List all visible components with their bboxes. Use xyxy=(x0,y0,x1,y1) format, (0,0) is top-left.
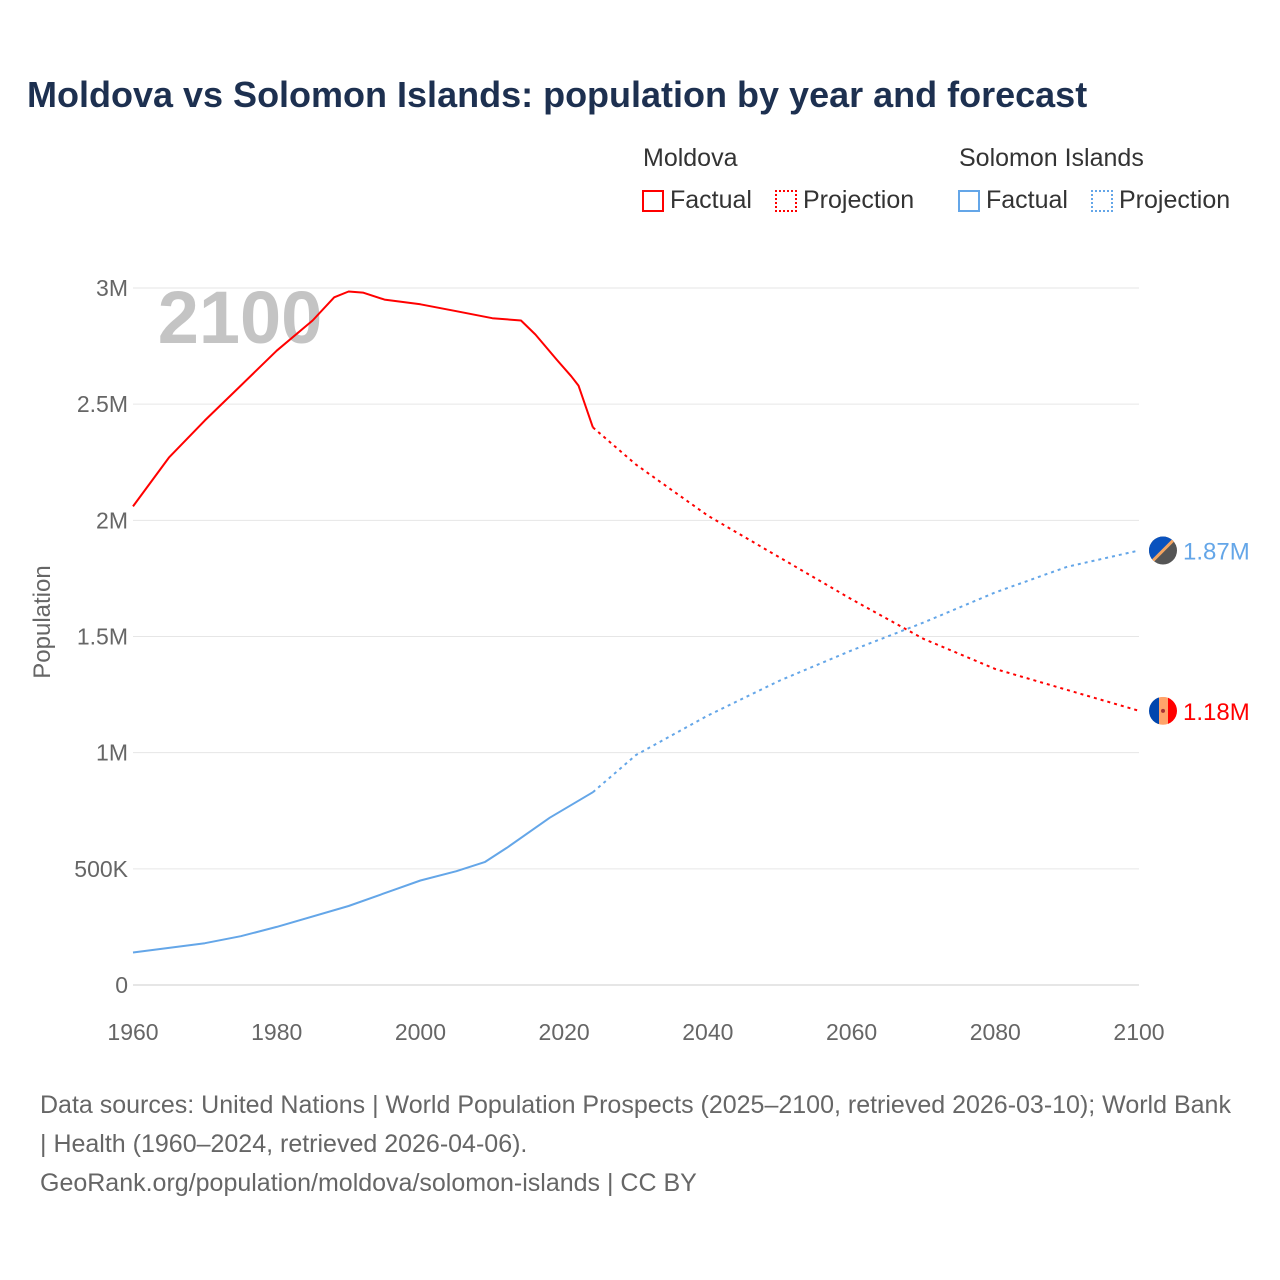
y-tick-label: 2M xyxy=(96,507,128,533)
moldova-factual-line xyxy=(132,290,594,507)
source-link[interactable]: GeoRank.org/population/moldova/solomon-i… xyxy=(40,1169,697,1197)
y-axis-label: Population xyxy=(29,565,56,678)
y-tick-label: 3M xyxy=(96,275,128,301)
moldova-end-label: 1.18M xyxy=(1183,699,1250,726)
moldova-projection-line xyxy=(592,426,1140,712)
legend-label: Factual xyxy=(986,186,1068,214)
solomon-flag-icon xyxy=(1149,536,1177,565)
y-tick-label: 1.5M xyxy=(77,624,128,650)
legend-label: Factual xyxy=(670,186,752,214)
solomon-projection-line xyxy=(592,549,1140,793)
legend-solomon-factual[interactable]: Factual xyxy=(958,186,1068,215)
footer: Data sources: United Nations | World Pop… xyxy=(40,1086,1240,1203)
x-tick-label: 2060 xyxy=(826,1019,877,1045)
plot-area: 2100 0 500K 1M 1.5M 2M 2.5M 3M 1960 1980 2000 2020… xyxy=(29,275,1250,1045)
x-tick-label: 1980 xyxy=(251,1019,302,1045)
x-tick-label: 1960 xyxy=(107,1019,158,1045)
chart-title: Moldova vs Solomon Islands: population b… xyxy=(27,74,1088,115)
legend-label: Projection xyxy=(1119,186,1231,214)
legend-moldova-factual[interactable]: Factual xyxy=(642,186,752,215)
legend-group-moldova: Moldova xyxy=(643,144,738,172)
x-tick-label: 2080 xyxy=(970,1019,1021,1045)
y-tick-label: 500K xyxy=(74,856,128,882)
x-tick-label: 2020 xyxy=(539,1019,590,1045)
legend-swatch xyxy=(1091,190,1113,212)
legend-label: Projection xyxy=(803,186,915,214)
year-watermark: 2100 xyxy=(158,276,323,359)
solomon-factual-line xyxy=(132,791,594,954)
y-tick-label: 2.5M xyxy=(77,391,128,417)
legend-swatch xyxy=(642,190,664,212)
data-sources: Data sources: United Nations | World Pop… xyxy=(40,1091,1231,1158)
y-tick-label: 1M xyxy=(96,740,128,766)
solomon-end-label: 1.87M xyxy=(1183,539,1250,566)
legend-moldova-projection[interactable]: Projection xyxy=(775,186,914,215)
legend-swatch xyxy=(958,190,980,212)
legend-group-solomon: Solomon Islands xyxy=(959,144,1144,172)
x-tick-label: 2040 xyxy=(682,1019,733,1045)
x-tick-label: 2000 xyxy=(395,1019,446,1045)
legend-solomon-projection[interactable]: Projection xyxy=(1091,186,1230,215)
legend-swatch xyxy=(775,190,797,212)
moldova-flag-icon xyxy=(1149,696,1177,725)
x-tick-label: 2100 xyxy=(1113,1019,1164,1045)
y-tick-label: 0 xyxy=(115,972,128,998)
